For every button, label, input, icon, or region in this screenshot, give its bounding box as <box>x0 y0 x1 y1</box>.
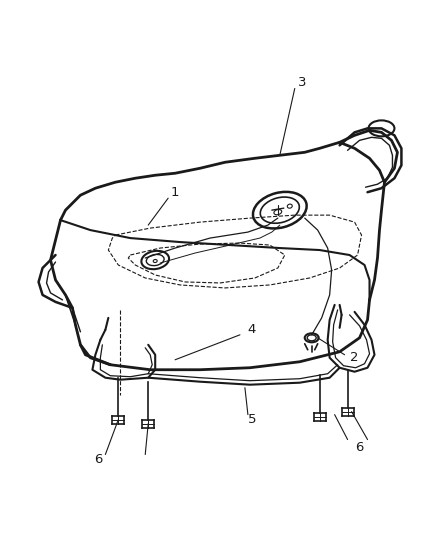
Text: 1: 1 <box>171 185 180 199</box>
Text: 2: 2 <box>350 351 359 364</box>
Text: 6: 6 <box>94 453 102 466</box>
Text: 4: 4 <box>248 324 256 336</box>
Text: 3: 3 <box>297 76 306 89</box>
Text: 5: 5 <box>247 413 256 426</box>
Text: 6: 6 <box>355 441 364 454</box>
